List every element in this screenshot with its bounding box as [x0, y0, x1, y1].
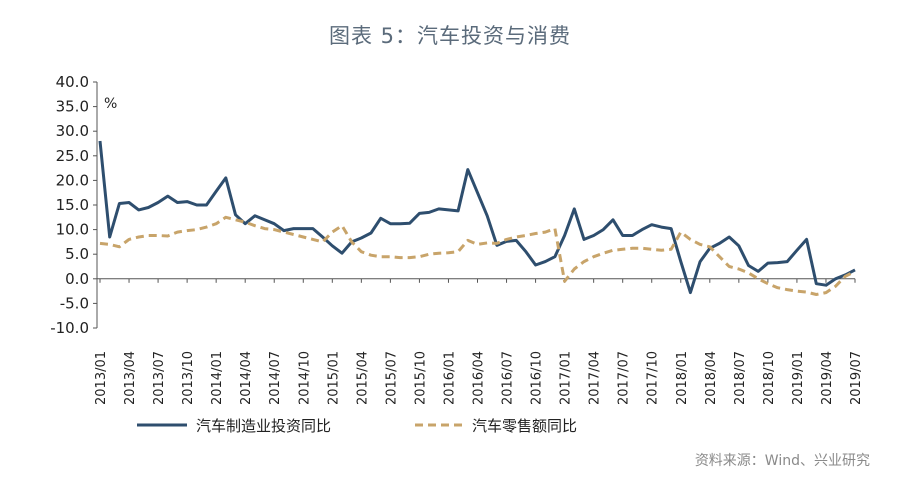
x-tick-label: 2014/01: [210, 351, 225, 405]
x-tick-label: 2013/07: [152, 351, 167, 405]
x-tick-label: 2014/04: [239, 351, 254, 405]
legend-label-series2: 汽车零售额同比: [472, 417, 577, 435]
x-tick-label: 2018/01: [675, 351, 690, 405]
y-tick-label: 25.0: [56, 147, 89, 165]
y-tick-label: -10.0: [50, 319, 89, 337]
y-axis-unit: %: [104, 96, 117, 112]
y-tick-label: 35.0: [56, 98, 89, 116]
y-tick-label: 15.0: [56, 196, 89, 214]
x-axis-ticks: 2013/01 2013/04 2013/07 2013/10 2014/01 2014/…: [94, 278, 864, 405]
source-note: 资料来源：Wind、兴业研究: [694, 453, 870, 469]
x-tick-label: 2013/04: [123, 351, 138, 405]
x-tick-label: 2016/01: [442, 351, 457, 405]
y-axis-ticks: 40.0 35.0 30.0 25.0 20.0 15.0 10.0 5.0 0.0 -5.0 -1…: [50, 73, 97, 337]
x-tick-label: 2018/10: [762, 351, 777, 405]
chart-legend: 汽车制造业投资同比 汽车零售额同比: [137, 417, 577, 435]
series-lines: [98, 140, 856, 296]
x-tick-label: 2017/01: [559, 351, 574, 405]
x-tick-label: 2019/07: [849, 351, 864, 405]
x-tick-label: 2016/07: [501, 351, 516, 405]
x-tick-label: 2015/07: [384, 351, 399, 405]
x-tick-label: 2015/01: [326, 351, 341, 405]
y-tick-label: 0.0: [65, 270, 89, 288]
series-line-2: [99, 215, 856, 296]
y-tick-label: 40.0: [56, 73, 89, 91]
x-tick-label: 2017/07: [617, 351, 632, 405]
chart-title: 图表 5：汽车投资与消费: [328, 24, 572, 48]
x-tick-label: 2018/04: [704, 351, 719, 405]
x-tick-label: 2017/10: [646, 351, 661, 405]
legend-label-series1: 汽车制造业投资同比: [196, 417, 331, 435]
x-tick-label: 2014/10: [297, 351, 312, 405]
y-tick-label: 5.0: [65, 245, 89, 263]
chart-axes: [96, 82, 855, 328]
series-line-1: [98, 140, 856, 295]
x-tick-label: 2018/07: [733, 351, 748, 405]
y-tick-label: 10.0: [56, 221, 89, 239]
x-tick-label: 2016/04: [472, 351, 487, 405]
y-tick-label: -5.0: [60, 294, 89, 312]
x-tick-label: 2015/04: [355, 351, 370, 405]
x-tick-label: 2014/07: [268, 351, 283, 405]
x-tick-label: 2013/01: [94, 351, 109, 405]
x-tick-label: 2019/04: [820, 351, 835, 405]
x-tick-label: 2016/10: [530, 351, 545, 405]
x-tick-label: 2013/10: [181, 351, 196, 405]
x-tick-label: 2017/04: [588, 351, 603, 405]
x-tick-label: 2019/01: [791, 351, 806, 405]
y-tick-label: 30.0: [56, 122, 89, 140]
x-tick-label: 2015/10: [413, 351, 428, 405]
y-tick-label: 20.0: [56, 171, 89, 189]
